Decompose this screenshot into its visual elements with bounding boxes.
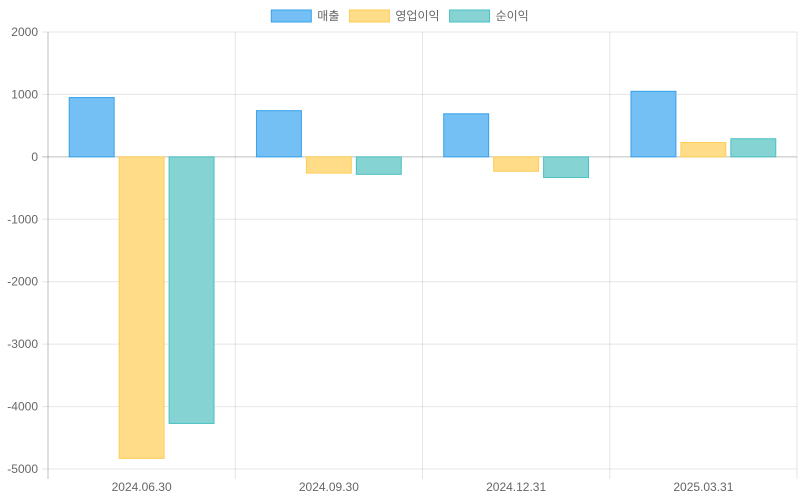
- x-tick-label: 2024.09.30: [299, 480, 359, 494]
- bar-series-2-2[interactable]: [543, 156, 590, 178]
- y-tick-label: -2000: [7, 275, 38, 289]
- bar-series-2-1[interactable]: [355, 156, 402, 175]
- x-tick-label: 2025.03.31: [673, 480, 733, 494]
- bar-series-0-3[interactable]: [630, 90, 677, 158]
- legend-item-0[interactable]: 매출: [270, 9, 339, 23]
- legend-label: 순이익: [496, 9, 529, 23]
- y-tick-label: 2000: [11, 25, 38, 39]
- legend-swatch: [348, 9, 390, 23]
- legend-swatch: [449, 9, 491, 23]
- x-axis: 2024.06.30 2024.09.30 2024.12.31 2025.03.31: [112, 480, 734, 494]
- y-tick-label: -3000: [7, 337, 38, 351]
- y-tick-label: -4000: [7, 400, 38, 414]
- bar-series-1-2[interactable]: [493, 156, 540, 172]
- y-tick-label: 1000: [11, 87, 38, 101]
- legend-item-2[interactable]: 순이익: [449, 9, 529, 23]
- x-tick-label: 2024.06.30: [112, 480, 172, 494]
- y-tick-label: -5000: [7, 462, 38, 476]
- bar-series-1-3[interactable]: [680, 142, 727, 158]
- bar-series-0-0[interactable]: [68, 97, 115, 158]
- legend-label: 영업이익: [395, 9, 439, 23]
- bar-series-0-2[interactable]: [443, 113, 490, 158]
- chart-legend[interactable]: 매출 영업이익 순이익: [270, 9, 529, 23]
- bar-series-0-1[interactable]: [255, 110, 302, 158]
- legend-item-1[interactable]: 영업이익: [348, 9, 440, 23]
- y-tick-label: 0: [31, 150, 38, 164]
- y-tick-label: -1000: [7, 212, 38, 226]
- x-tick-label: 2024.12.31: [486, 480, 546, 494]
- y-axis: 2000 1000 0 -1000 -2000 -3000 -4000 -5000: [7, 25, 38, 476]
- bar-series-1-0[interactable]: [118, 156, 165, 459]
- chart-bars: [68, 90, 777, 459]
- legend-label: 매출: [317, 9, 339, 23]
- bar-series-2-0[interactable]: [168, 156, 215, 424]
- chart-grid: [42, 31, 798, 479]
- bar-series-1-1[interactable]: [305, 156, 352, 174]
- legend-swatch: [270, 9, 312, 23]
- bar-series-2-3[interactable]: [730, 138, 777, 158]
